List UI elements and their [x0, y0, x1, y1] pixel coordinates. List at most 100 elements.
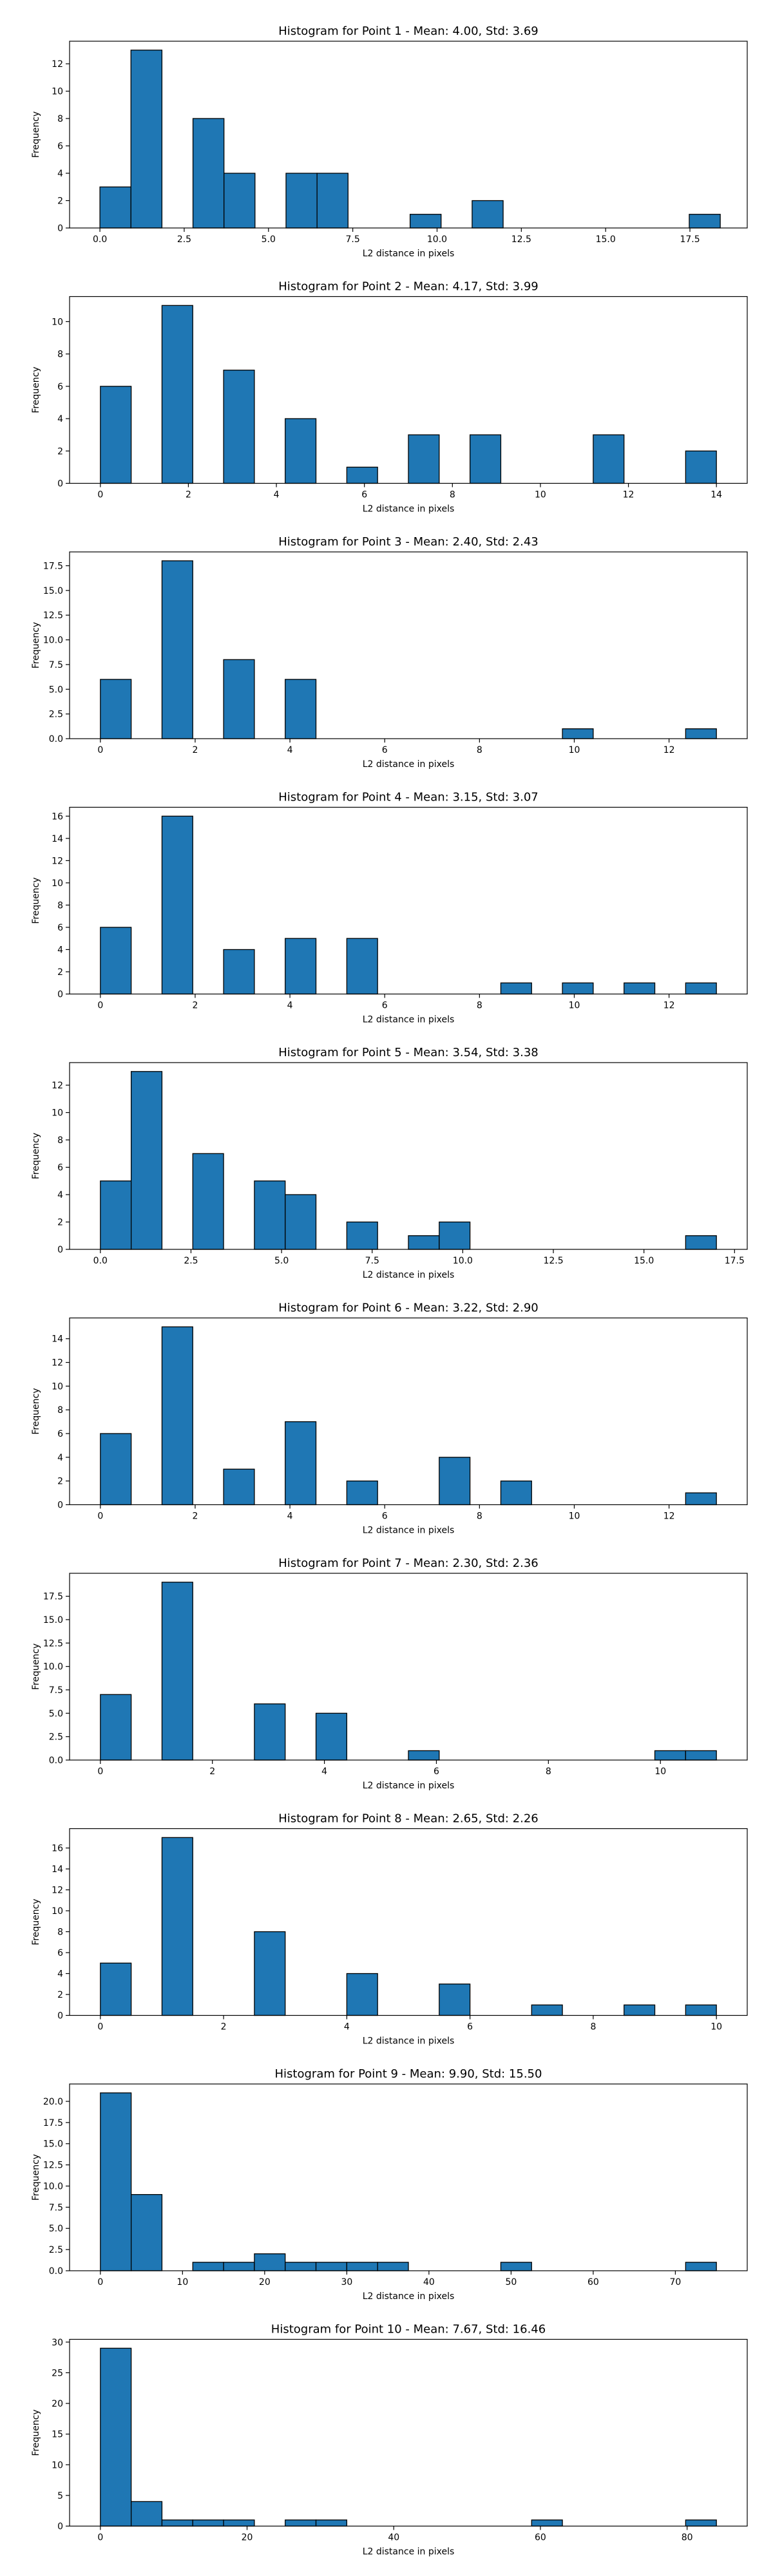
x-tick-label: 12	[663, 1001, 675, 1011]
histogram-panel-9: Histogram for Point 9 - Mean: 9.90, Std:…	[31, 2067, 748, 2302]
histogram-bar	[562, 728, 594, 739]
histogram-bar	[500, 2262, 532, 2271]
y-tick-label: 16	[52, 811, 63, 822]
plot-frame	[69, 551, 748, 739]
y-tick-label: 8	[57, 900, 63, 911]
x-tick-label: 12.5	[511, 234, 531, 245]
histogram-bar	[408, 1750, 440, 1761]
x-tick-label: 10	[569, 1001, 580, 1011]
histogram-bar	[654, 1750, 687, 1761]
y-tick-label: 0.0	[49, 1756, 63, 1766]
x-tick-label: 0	[97, 2533, 103, 2543]
chart-title: Histogram for Point 5 - Mean: 3.54, Std:…	[278, 1046, 539, 1059]
x-tick-label: 14	[711, 490, 722, 500]
x-tick-label: 10	[177, 2277, 188, 2287]
y-tick-label: 12	[52, 1081, 63, 1091]
x-tick-label: 4	[287, 1511, 293, 1522]
x-tick-label: 5.0	[274, 1256, 289, 1266]
plot-frame	[69, 806, 748, 995]
y-axis-label: Frequency	[31, 1899, 41, 1945]
y-tick-label: 17.5	[43, 2118, 63, 2128]
y-tick-label: 30	[52, 2338, 63, 2348]
y-axis-label: Frequency	[31, 2154, 41, 2201]
histogram-bar	[285, 173, 318, 229]
x-tick-label: 10.0	[453, 1256, 473, 1266]
y-tick-label: 5.0	[49, 1709, 63, 1719]
histogram-panel-1: Histogram for Point 1 - Mean: 4.00, Std:…	[31, 24, 748, 259]
x-tick-label: 0	[97, 745, 103, 755]
x-tick-label: 12	[623, 490, 635, 500]
y-tick-label: 10.0	[43, 636, 63, 646]
plot-frame	[69, 2338, 748, 2527]
x-tick-label: 10	[569, 1511, 580, 1522]
y-tick-label: 6	[57, 923, 63, 933]
histogram-bar	[408, 434, 440, 484]
histogram-bar	[316, 173, 348, 229]
x-tick-label: 40	[388, 2533, 399, 2543]
y-axis-label: Frequency	[31, 1388, 41, 1434]
chart-title: Histogram for Point 1 - Mean: 4.00, Std:…	[278, 24, 539, 38]
y-tick-label: 0.0	[49, 2266, 63, 2277]
y-axis-label: Frequency	[31, 1643, 41, 1690]
histogram-bar	[224, 173, 256, 229]
histogram-bar	[100, 927, 132, 995]
histogram-bar	[130, 50, 163, 229]
x-tick-label: 0	[97, 1766, 103, 1777]
histogram-bar	[100, 1433, 132, 1506]
x-tick-label: 15.0	[634, 1256, 654, 1266]
x-tick-label: 4	[321, 1766, 327, 1777]
x-axis-label: L2 distance in pixels	[363, 759, 455, 770]
histogram-bar	[285, 418, 317, 484]
histogram-bar	[285, 938, 317, 995]
y-tick-label: 7.5	[49, 2202, 63, 2213]
x-tick-label: 10	[535, 490, 546, 500]
x-tick-label: 8	[477, 1511, 482, 1522]
y-tick-label: 10	[52, 1108, 63, 1119]
chart-title: Histogram for Point 2 - Mean: 4.17, Std:…	[278, 280, 539, 294]
y-tick-label: 0	[57, 223, 63, 234]
histogram-bar	[689, 214, 721, 229]
histogram-bar	[223, 2519, 255, 2527]
y-tick-label: 4	[57, 1969, 63, 1980]
y-tick-label: 2	[57, 196, 63, 207]
histogram-bar	[100, 2347, 132, 2527]
histogram-bar	[472, 200, 504, 229]
x-tick-label: 10	[711, 2022, 722, 2032]
y-tick-label: 17.5	[43, 561, 63, 571]
histogram-bar	[685, 982, 717, 995]
x-axis-label: L2 distance in pixels	[363, 2291, 455, 2302]
x-tick-label: 6	[382, 1511, 388, 1522]
histogram-bar	[192, 2519, 224, 2527]
y-tick-label: 12.5	[43, 2161, 63, 2171]
x-tick-label: 12.5	[543, 1256, 563, 1266]
y-tick-label: 15	[52, 2430, 63, 2440]
x-tick-label: 6	[467, 2022, 473, 2032]
x-axis-label: L2 distance in pixels	[363, 1526, 455, 1536]
x-tick-label: 0.0	[93, 234, 107, 245]
y-tick-label: 12	[52, 1886, 63, 1896]
chart-title: Histogram for Point 10 - Mean: 7.67, Std…	[271, 2323, 546, 2336]
histogram-bar	[624, 2004, 656, 2016]
x-tick-label: 4	[287, 1001, 293, 1011]
histogram-bar	[408, 1235, 440, 1250]
histogram-panel-6: Histogram for Point 6 - Mean: 3.22, Std:…	[31, 1302, 748, 1536]
plot-frame	[69, 1828, 748, 2016]
x-axis-label: L2 distance in pixels	[363, 2547, 455, 2557]
histogram-bar	[315, 2519, 348, 2527]
histogram-bar	[100, 386, 132, 484]
histogram-panel-3: Histogram for Point 3 - Mean: 2.40, Std:…	[31, 535, 748, 770]
plot-frame	[69, 1317, 748, 1506]
histogram-bar	[346, 1973, 378, 2016]
x-axis-label: L2 distance in pixels	[363, 2036, 455, 2047]
histogram-panel-7: Histogram for Point 7 - Mean: 2.30, Std:…	[31, 1557, 748, 1791]
y-tick-label: 14	[52, 1864, 63, 1875]
histogram-bar	[685, 1235, 717, 1250]
x-tick-label: 0	[97, 490, 103, 500]
histogram-bar	[130, 2501, 163, 2527]
x-tick-label: 60	[587, 2277, 599, 2287]
x-tick-label: 0	[97, 2022, 103, 2032]
histogram-bar	[100, 679, 132, 739]
x-axis-label: L2 distance in pixels	[363, 504, 455, 515]
histogram-bar	[346, 1221, 378, 1250]
